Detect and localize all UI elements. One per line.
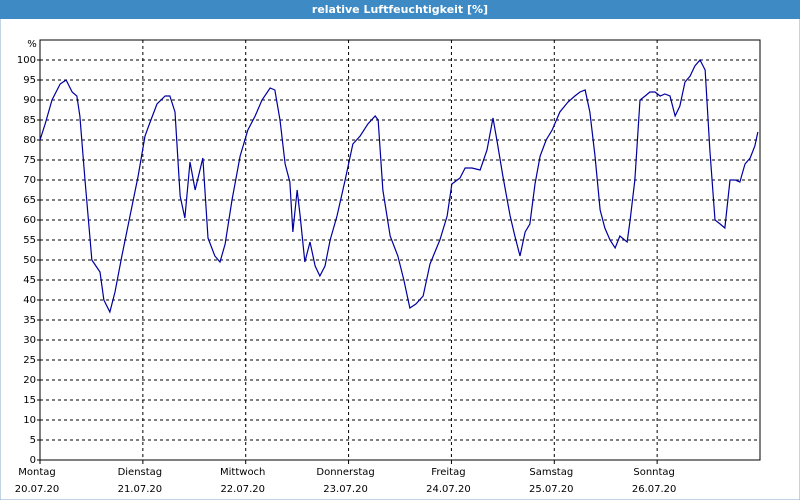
y-tick-label: 100	[17, 55, 36, 66]
y-tick-label: 90	[23, 95, 36, 106]
x-tick-date: 22.07.20	[220, 484, 265, 495]
y-tick-label: 40	[23, 295, 36, 306]
chart-title: relative Luftfeuchtigkeit [%]	[312, 3, 488, 16]
y-tick-label: 20	[23, 375, 36, 386]
y-tick-label: 15	[23, 395, 36, 406]
y-tick-label: 60	[23, 215, 36, 226]
x-tick-label: Dienstag	[118, 467, 163, 478]
y-tick-label: 55	[23, 235, 36, 246]
x-tick-date: 23.07.20	[323, 484, 368, 495]
x-tick-label: Freitag	[431, 467, 465, 478]
x-tick-date: 25.07.20	[529, 484, 574, 495]
y-tick-label: 75	[23, 155, 36, 166]
x-tick-date: 26.07.20	[632, 484, 677, 495]
y-tick-label: 80	[23, 135, 36, 146]
y-tick-label: 25	[23, 355, 36, 366]
x-tick-date: 20.07.20	[15, 484, 60, 495]
y-tick-label: 0	[30, 455, 36, 466]
y-tick-label: 70	[23, 175, 36, 186]
y-axis-label: %	[27, 39, 37, 50]
x-tick-label: Sonntag	[633, 467, 675, 478]
y-tick-label: 65	[23, 195, 36, 206]
y-tick-label: 35	[23, 315, 36, 326]
x-tick-label: Montag	[18, 467, 55, 478]
y-tick-label: 10	[23, 415, 36, 426]
title-bar	[0, 0, 800, 19]
x-tick-label: Samstag	[529, 467, 573, 478]
y-tick-label: 95	[23, 75, 36, 86]
data-line	[39, 58, 759, 314]
x-tick-date: 24.07.20	[426, 484, 471, 495]
y-tick-label: 85	[23, 115, 36, 126]
y-tick-label: 45	[23, 275, 36, 286]
y-tick-label: 50	[23, 255, 36, 266]
x-tick-label: Mittwoch	[220, 467, 265, 478]
x-tick-date: 21.07.20	[118, 484, 163, 495]
y-tick-label: 30	[23, 335, 36, 346]
x-tick-label: Donnerstag	[316, 467, 374, 478]
y-tick-label: 5	[30, 435, 36, 446]
